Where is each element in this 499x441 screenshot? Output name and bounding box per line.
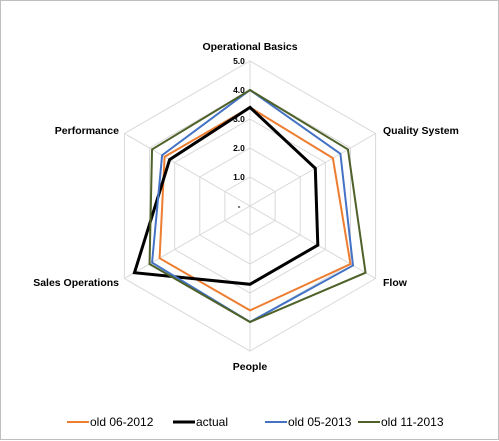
- axis-label: People: [233, 361, 268, 373]
- axis-labels: Operational Basics Quality System Flow Peop…: [33, 41, 459, 373]
- legend-label: old 06-2012: [90, 415, 154, 429]
- axis-label: Operational Basics: [202, 41, 297, 53]
- series-line-old-05-2013: [150, 88, 355, 324]
- series-line-old-06-2012: [158, 106, 352, 312]
- series-layer: [132, 88, 367, 324]
- tick-label: 5.0: [233, 56, 245, 66]
- grid-layer: [123, 60, 377, 352]
- axis-label: Performance: [55, 125, 119, 137]
- axis-label: Sales Operations: [33, 277, 119, 289]
- axis-label: Quality System: [383, 125, 459, 137]
- tick-label: 3.0: [233, 114, 245, 124]
- tick-labels: - 1.0 2.0 3.0 4.0 5.0: [233, 56, 245, 211]
- tick-label: 1.0: [233, 172, 245, 182]
- tick-label: 4.0: [233, 85, 245, 95]
- legend-label: old 11-2013: [381, 415, 444, 429]
- spoke-4: [124, 205, 251, 279]
- axis-label: Flow: [383, 277, 408, 289]
- spoke-1: [249, 133, 376, 207]
- legend-label: actual: [196, 415, 228, 429]
- tick-label: -: [238, 201, 241, 211]
- series-line-old-11-2013: [148, 88, 367, 324]
- legend: old 06-2012 actual old 05-2013 old 11-2013: [67, 415, 444, 429]
- spoke-5: [124, 133, 251, 207]
- series-line-actual: [132, 105, 320, 286]
- legend-label: old 05-2013: [288, 415, 352, 429]
- spoke-2: [249, 205, 376, 279]
- tick-label: 2.0: [233, 143, 245, 153]
